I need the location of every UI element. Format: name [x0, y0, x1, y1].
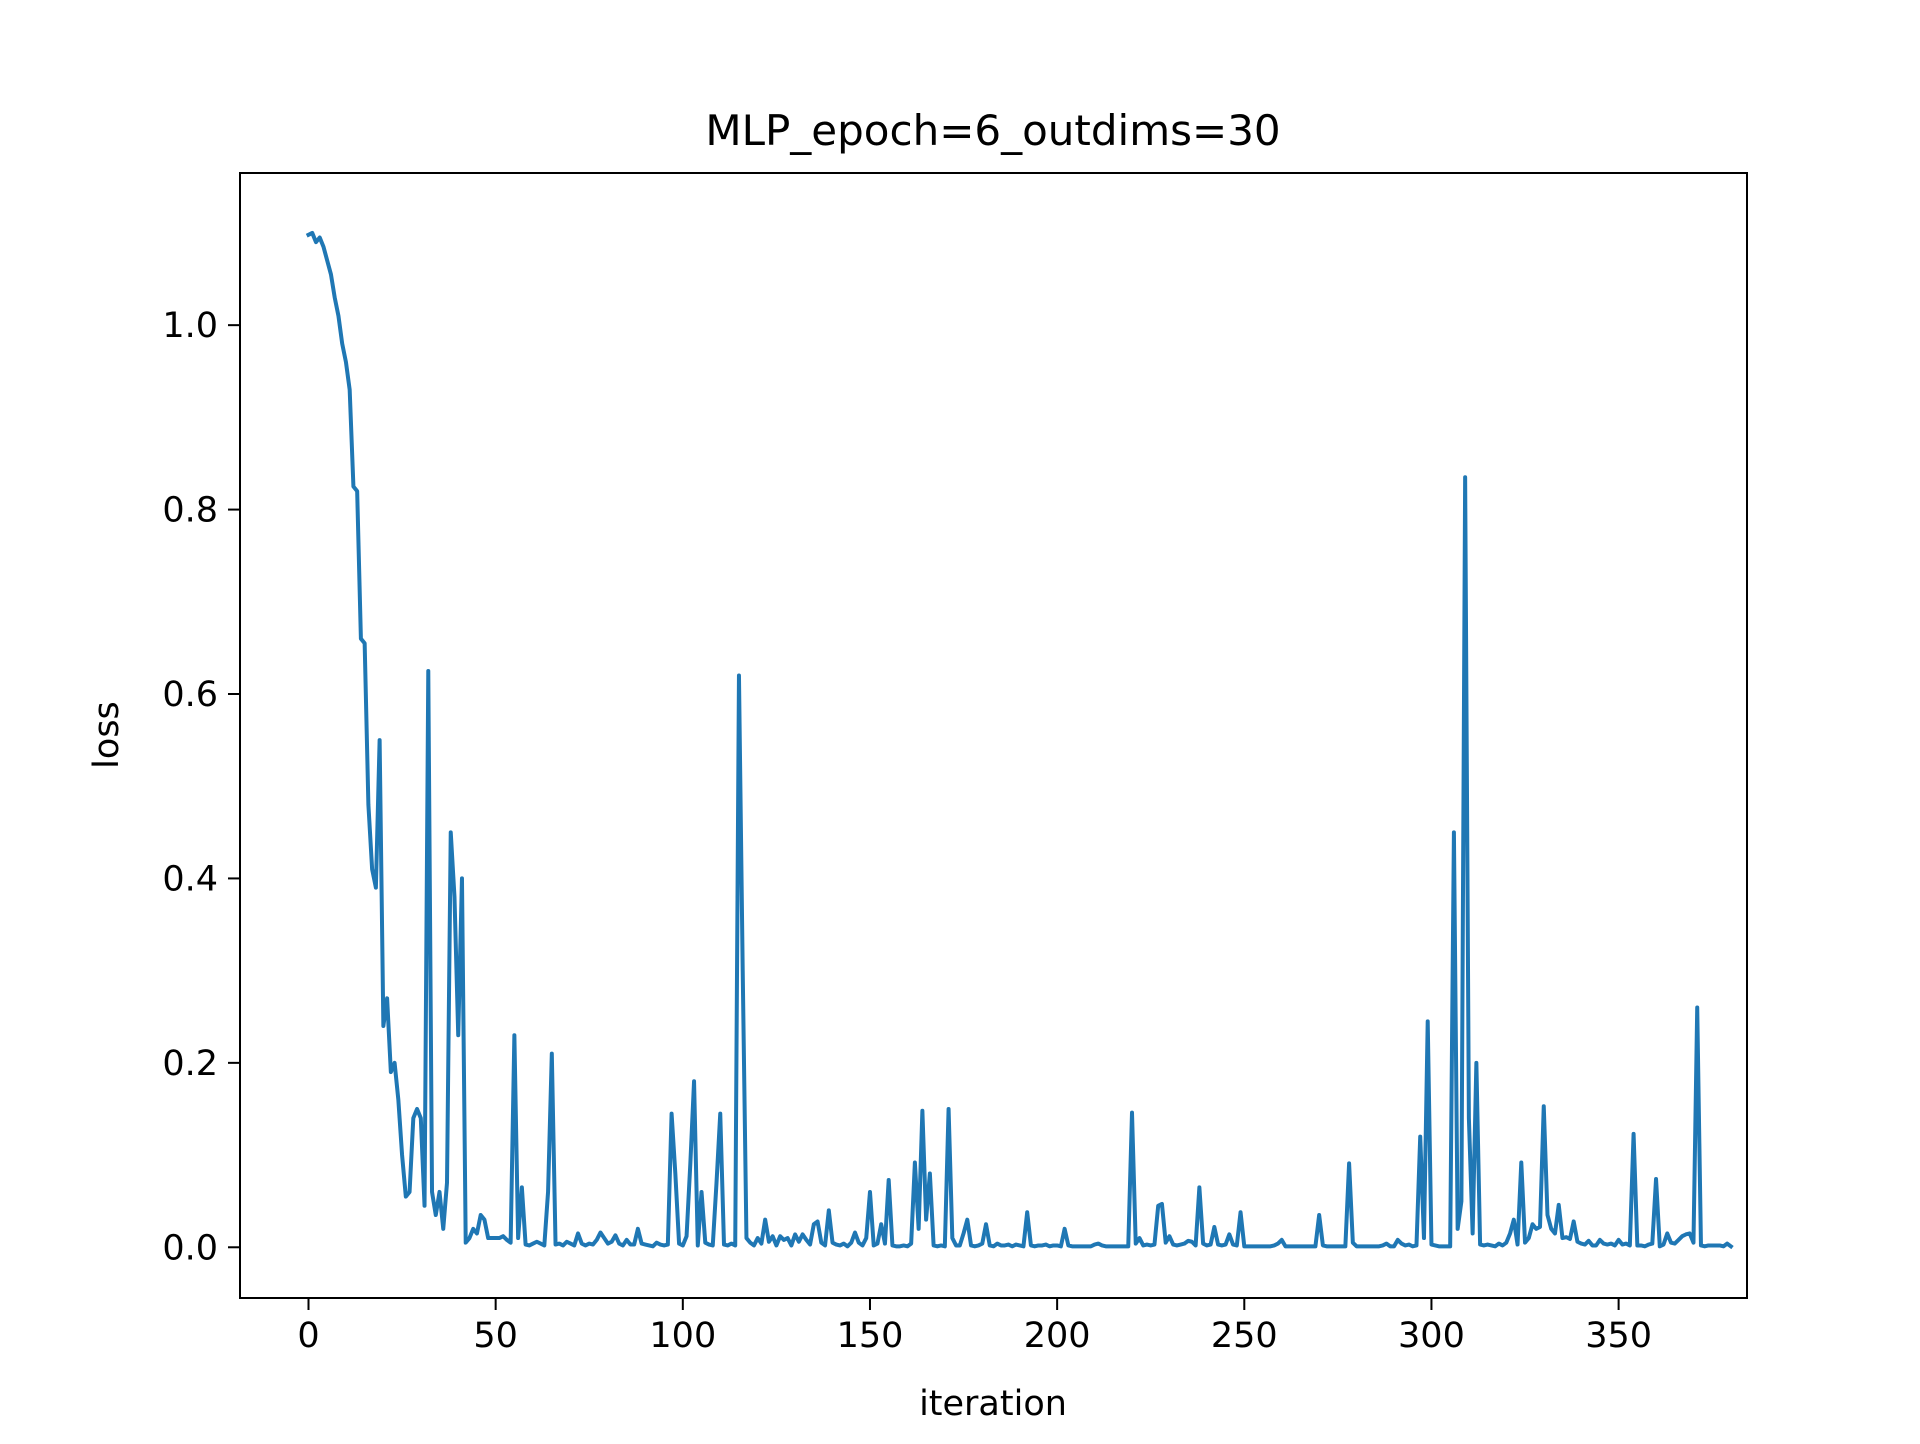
- y-tick-label: 0.0: [162, 1228, 218, 1268]
- y-tick-label: 1.0: [162, 306, 218, 346]
- plot-area: [240, 173, 1747, 1298]
- x-tick-label: 50: [473, 1316, 518, 1356]
- x-axis-label: iteration: [919, 1384, 1067, 1424]
- x-tick-label: 250: [1211, 1316, 1278, 1356]
- x-tick-label: 150: [837, 1316, 904, 1356]
- x-tick-label: 0: [297, 1316, 319, 1356]
- x-axis: 0 50 100 150 200 250 300 350: [297, 1298, 1652, 1356]
- y-tick-label: 0.2: [162, 1044, 218, 1084]
- y-tick-label: 0.6: [162, 675, 218, 715]
- x-tick-label: 350: [1585, 1316, 1652, 1356]
- y-axis: 0.0 0.2 0.4 0.6 0.8 1.0: [162, 306, 240, 1268]
- y-tick-label: 0.8: [162, 491, 218, 531]
- plot-frame: [239, 172, 1748, 1299]
- loss-series-line: [305, 230, 1734, 1250]
- x-tick-label: 200: [1024, 1316, 1091, 1356]
- x-tick-label: 300: [1398, 1316, 1465, 1356]
- chart-title: MLP_epoch=6_outdims=30: [705, 106, 1280, 155]
- y-tick-label: 0.4: [162, 859, 218, 899]
- x-tick-label: 100: [649, 1316, 716, 1356]
- y-axis-label: loss: [87, 701, 127, 769]
